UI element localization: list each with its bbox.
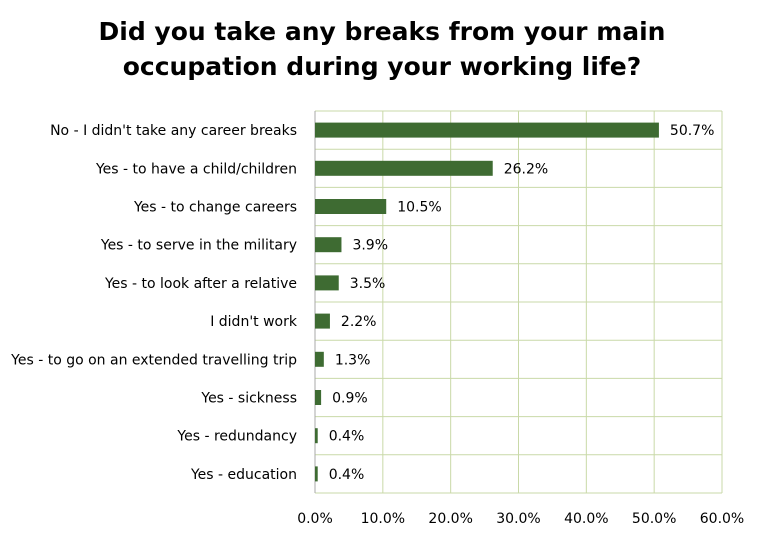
chart-title: Did you take any breaks from your main o…	[0, 14, 764, 84]
data-labels: 50.7% 26.2% 10.5% 3.9% 3.5% 2.2% 1.3% 0.9% 0.4% 0…	[329, 123, 715, 483]
bar	[315, 351, 324, 367]
x-tick-label: 10.0%	[361, 511, 405, 527]
category-label: Yes - to serve in the military	[100, 238, 297, 254]
x-tick-label: 20.0%	[428, 511, 472, 527]
bar	[315, 199, 387, 214]
chart-title-line-2: occupation during your working life?	[122, 52, 642, 81]
data-label: 0.4%	[329, 467, 365, 483]
x-tick-label: 0.0%	[297, 511, 333, 527]
x-tick-label: 50.0%	[632, 511, 676, 527]
bar	[315, 466, 318, 482]
x-tick-label: 60.0%	[700, 511, 744, 527]
bar	[315, 390, 322, 405]
bar	[315, 122, 659, 138]
category-label: Yes - to have a child/children	[95, 161, 297, 177]
bar	[315, 275, 339, 291]
bar	[315, 428, 318, 444]
category-label: Yes - sickness	[200, 391, 297, 407]
data-label: 3.5%	[350, 276, 386, 292]
category-label: Yes - to look after a relative	[104, 276, 297, 292]
bar	[315, 237, 342, 253]
x-tick-label: 40.0%	[564, 511, 608, 527]
chart-title-line-1: Did you take any breaks from your main	[98, 17, 666, 46]
category-label: I didn't work	[210, 314, 298, 330]
category-label: Yes - redundancy	[176, 429, 297, 445]
data-label: 0.9%	[332, 391, 368, 407]
data-label: 1.3%	[335, 352, 371, 368]
data-label: 26.2%	[504, 161, 548, 177]
gridlines	[314, 110, 723, 494]
bar	[315, 160, 493, 176]
x-tick-labels: 0.0% 10.0% 20.0% 30.0% 40.0% 50.0% 60.0%	[297, 511, 744, 527]
category-label: Yes - to change careers	[133, 200, 297, 216]
bar	[315, 313, 330, 329]
data-label: 50.7%	[670, 123, 714, 139]
x-tick-label: 30.0%	[496, 511, 540, 527]
data-label: 10.5%	[397, 200, 441, 216]
data-label: 2.2%	[341, 314, 377, 330]
category-labels: No - I didn't take any career breaks Yes …	[10, 123, 298, 483]
category-label: Yes - to go on an extended travelling tr…	[10, 352, 297, 368]
data-label: 0.4%	[329, 429, 365, 445]
bars	[315, 122, 659, 482]
category-label: Yes - education	[190, 467, 297, 483]
data-label: 3.9%	[352, 238, 388, 254]
category-label: No - I didn't take any career breaks	[50, 123, 297, 139]
